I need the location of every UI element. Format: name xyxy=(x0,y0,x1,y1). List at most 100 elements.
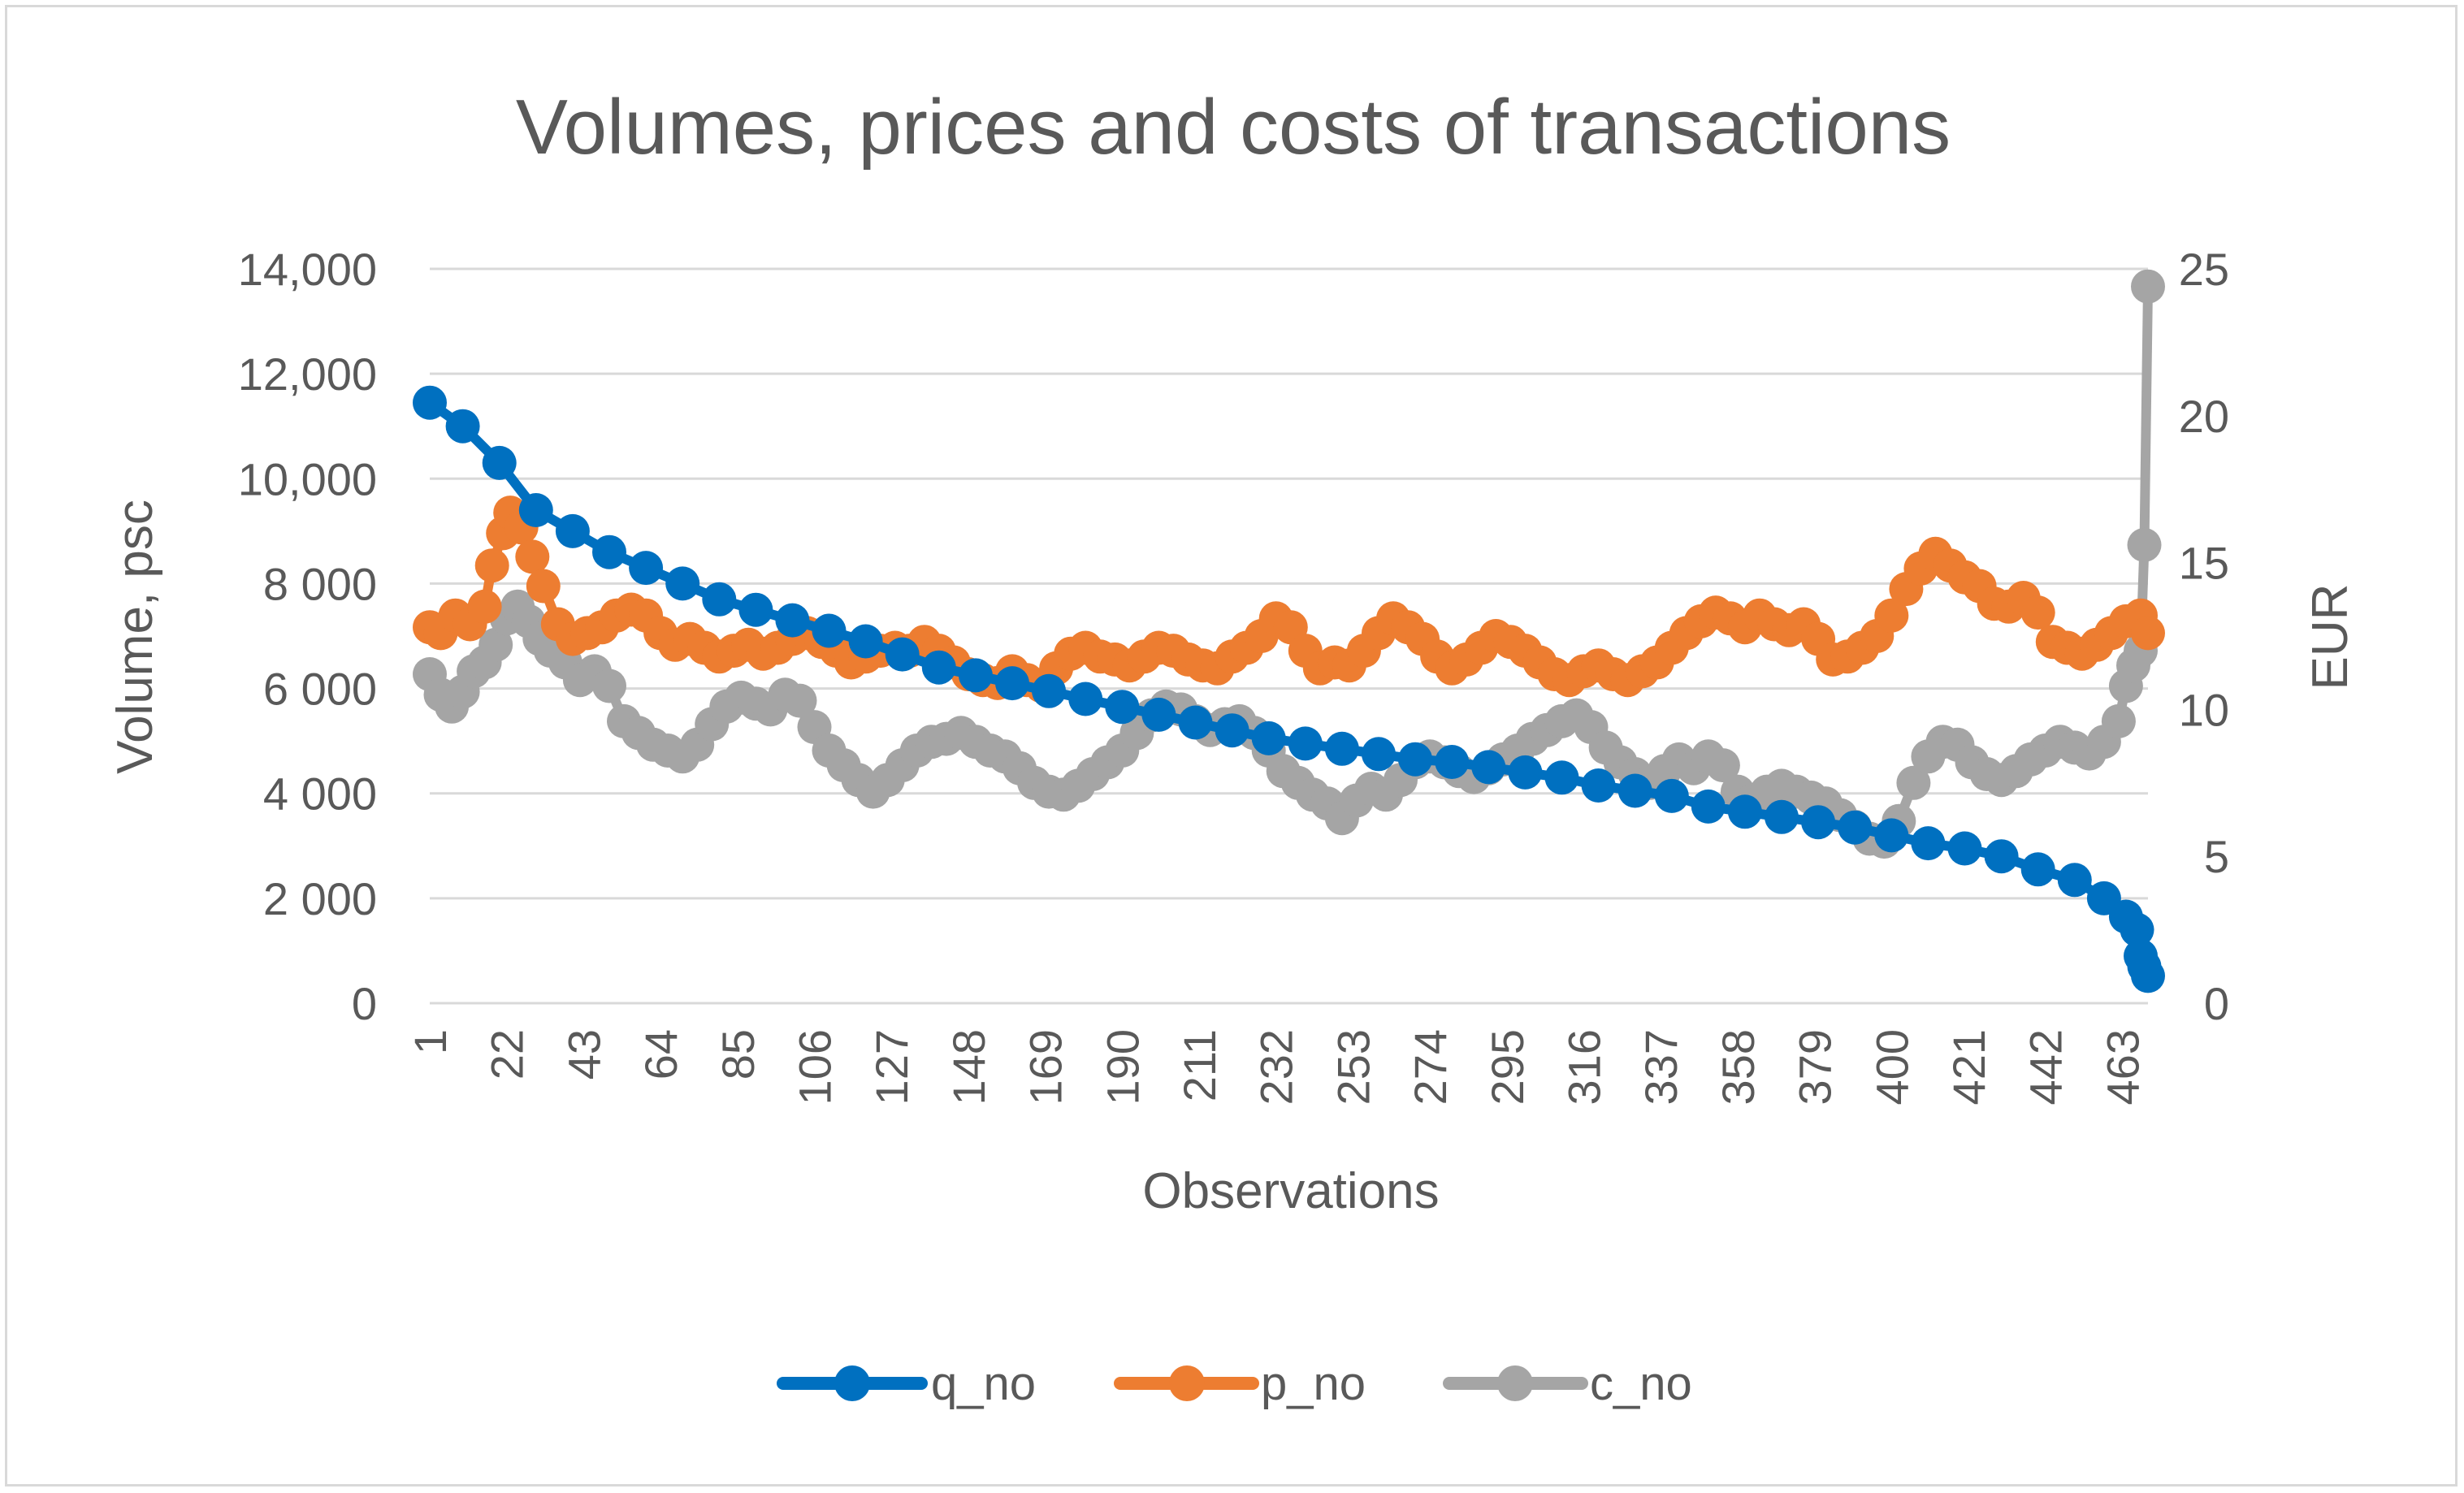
y-axis-title: Volume, psc xyxy=(107,500,163,774)
data-point-q-no xyxy=(1691,789,1726,824)
legend-label-p-no: p_no xyxy=(1261,1357,1366,1410)
series-line-q-no xyxy=(425,397,2153,981)
data-point-c-no xyxy=(479,627,513,662)
x-tick-label: 421 xyxy=(1943,1029,1994,1105)
data-point-q-no xyxy=(1068,682,1103,716)
chart-svg: Volumes, prices and costs of transaction… xyxy=(107,84,2358,1410)
data-point-q-no xyxy=(1288,726,1323,761)
y2-tick-label: 25 xyxy=(2179,244,2229,295)
data-point-q-no xyxy=(1251,721,1286,755)
data-point-q-no xyxy=(1911,826,1946,861)
data-point-q-no xyxy=(958,658,993,693)
data-point-q-no xyxy=(629,551,664,586)
data-point-q-no xyxy=(1215,713,1249,748)
data-point-q-no xyxy=(1508,755,1543,790)
x-tick-label: 400 xyxy=(1866,1029,1917,1105)
chart-frame: Volumes, prices and costs of transaction… xyxy=(5,5,2458,1487)
data-point-c-no xyxy=(2127,527,2162,562)
x-tick-label: 1 xyxy=(405,1029,456,1054)
y-tick-label: 10,000 xyxy=(238,453,377,504)
data-point-q-no xyxy=(1947,831,1982,866)
data-point-q-no xyxy=(2020,852,2055,887)
data-point-c-no xyxy=(1896,765,1931,800)
series-q-no xyxy=(413,385,2165,993)
data-point-q-no xyxy=(1471,750,1506,785)
data-point-q-no xyxy=(2057,863,2092,898)
x-axis-ticks: 1 22 43 64 85 106 127 148 169 190 211 232 253 274 295 3… xyxy=(405,1029,2148,1105)
data-point-q-no xyxy=(665,566,700,601)
data-point-q-no xyxy=(1435,745,1470,779)
data-point-c-no xyxy=(592,669,626,703)
data-point-q-no xyxy=(482,445,517,480)
data-point-p-no xyxy=(515,539,550,574)
x-tick-label: 358 xyxy=(1713,1029,1764,1105)
data-point-q-no xyxy=(1765,799,1799,834)
x-tick-label: 442 xyxy=(2020,1029,2072,1105)
data-point-p-no xyxy=(526,569,561,604)
legend: q_no p_no c_no xyxy=(777,1357,1692,1410)
data-point-q-no xyxy=(995,666,1029,701)
x-tick-label: 148 xyxy=(943,1029,994,1105)
data-point-p-no xyxy=(467,589,502,624)
x-tick-label: 106 xyxy=(790,1029,841,1105)
data-point-q-no xyxy=(812,613,847,648)
chart-title: Volumes, prices and costs of transaction… xyxy=(516,84,1951,171)
data-point-q-no xyxy=(1617,773,1652,808)
data-point-p-no xyxy=(2020,595,2055,630)
data-point-q-no xyxy=(1032,673,1067,708)
data-point-q-no xyxy=(885,637,920,672)
data-point-q-no xyxy=(1398,742,1433,777)
y-tick-label: 4 000 xyxy=(263,768,377,820)
x-tick-label: 22 xyxy=(482,1029,533,1080)
x-tick-label: 211 xyxy=(1174,1029,1225,1101)
series-layer xyxy=(413,269,2165,993)
y2-tick-label: 5 xyxy=(2204,831,2229,882)
data-point-c-no xyxy=(782,683,817,718)
x-tick-label: 316 xyxy=(1559,1029,1610,1105)
legend-label-c-no: c_no xyxy=(1590,1357,1692,1410)
x-tick-label: 295 xyxy=(1482,1029,1533,1105)
y-tick-label: 12,000 xyxy=(238,348,377,400)
data-point-q-no xyxy=(2131,959,2165,993)
x-tick-label: 169 xyxy=(1020,1029,1072,1105)
legend-label-q-no: q_no xyxy=(931,1357,1036,1410)
data-point-q-no xyxy=(1654,778,1689,813)
left-axis-ticks: 0 2 000 4 000 6 000 8 000 10,000 12,000 14,000 xyxy=(238,244,377,1029)
x-tick-label: 43 xyxy=(558,1029,609,1080)
data-point-q-no xyxy=(1984,839,2019,874)
data-point-q-no xyxy=(1874,818,1909,853)
y2-tick-label: 15 xyxy=(2179,538,2229,589)
data-point-q-no xyxy=(555,513,590,548)
x-tick-label: 127 xyxy=(866,1029,917,1105)
data-point-c-no xyxy=(2101,703,2136,738)
data-point-p-no xyxy=(2131,616,2165,651)
x-tick-label: 85 xyxy=(712,1029,764,1080)
x-tick-label: 379 xyxy=(1790,1029,1841,1105)
data-point-q-no xyxy=(1141,697,1176,732)
y-tick-label: 0 xyxy=(352,978,377,1029)
data-point-c-no xyxy=(1705,748,1740,783)
data-point-p-no xyxy=(474,548,509,583)
x-tick-label: 463 xyxy=(2097,1029,2148,1105)
data-point-q-no xyxy=(1105,690,1140,725)
data-point-q-no xyxy=(1362,737,1396,772)
right-axis-ticks: 0 5 10 15 20 25 xyxy=(2179,244,2229,1029)
x-axis-title: Observations xyxy=(1142,1163,1439,1219)
y-tick-label: 2 000 xyxy=(263,873,377,924)
x-tick-label: 232 xyxy=(1251,1029,1302,1105)
data-point-p-no xyxy=(1874,598,1909,633)
legend-item-c-no: c_no xyxy=(1443,1357,1692,1410)
x-tick-label: 274 xyxy=(1405,1029,1456,1105)
data-point-q-no xyxy=(518,493,553,527)
data-point-q-no xyxy=(413,385,447,420)
data-point-q-no xyxy=(592,534,626,569)
data-point-q-no xyxy=(2120,912,2154,947)
legend-marker-q-no xyxy=(834,1365,870,1401)
x-tick-label: 190 xyxy=(1097,1029,1148,1105)
data-point-q-no xyxy=(1324,731,1359,766)
data-point-q-no xyxy=(445,409,480,444)
y2-tick-label: 20 xyxy=(2179,391,2229,442)
data-point-c-no xyxy=(2131,269,2165,304)
legend-marker-p-no xyxy=(1169,1365,1205,1401)
data-point-q-no xyxy=(1727,794,1762,829)
